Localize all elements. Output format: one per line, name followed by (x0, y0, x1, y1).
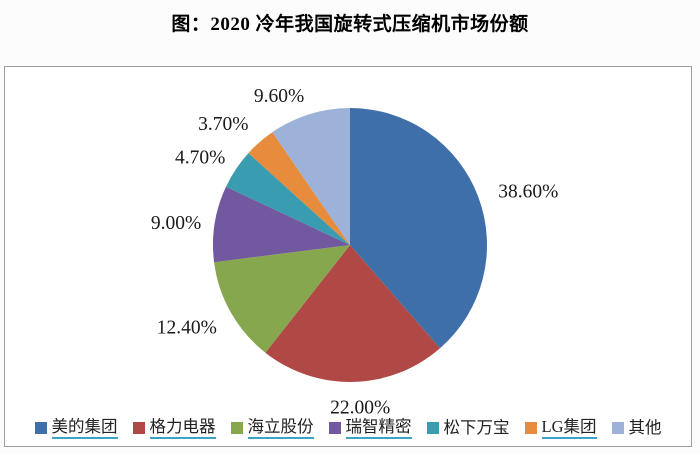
legend-label: 其他 (628, 418, 662, 438)
legend-swatch-icon (524, 422, 537, 435)
pie-slice-瑞智精密 (213, 186, 350, 263)
legend-swatch-icon (132, 422, 145, 435)
pie-slice-美的集团 (350, 108, 488, 349)
chart-area: 38.60% 22.00% 12.40% 9.00% 4.70% 3.70% 9.60% 美… (4, 66, 692, 447)
legend-item-松下万宝: 松下万宝 (426, 418, 510, 438)
pie-slice-LG集团 (248, 132, 350, 245)
pie-value-label-瑞智精密: 9.00% (151, 213, 201, 234)
pie-slice-格力电器 (265, 245, 440, 382)
figure-title: 图：2020 冷年我国旋转式压缩机市场份额 (171, 14, 529, 35)
legend-label: LG集团 (541, 417, 597, 439)
legend-label: 瑞智精密 (345, 417, 412, 439)
legend-swatch-icon (230, 422, 243, 435)
pie-value-label-松下万宝: 4.70% (175, 147, 225, 168)
legend: 美的集团 格力电器 海立股份 瑞智精密 松下万宝 LG集团 其他 (5, 417, 691, 439)
legend-swatch-icon (426, 422, 439, 435)
legend-item-美的集团: 美的集团 (34, 417, 118, 439)
pie-slice-其他 (272, 108, 350, 245)
legend-swatch-icon (611, 422, 624, 435)
legend-label: 海立股份 (247, 417, 314, 439)
legend-swatch-icon (34, 422, 47, 435)
legend-item-其他: 其他 (611, 418, 662, 438)
pie-chart: 38.60% 22.00% 12.40% 9.00% 4.70% 3.70% 9.60% (151, 86, 558, 415)
pie-value-label-其他: 9.60% (254, 86, 304, 107)
pie-value-label-LG集团: 3.70% (198, 114, 248, 135)
legend-swatch-icon (328, 422, 341, 435)
pie-slice-松下万宝 (226, 153, 350, 245)
legend-label: 美的集团 (51, 417, 118, 439)
legend-item-LG集团: LG集团 (524, 417, 597, 439)
pie-value-label-海立股份: 12.40% (157, 317, 217, 338)
legend-label: 格力电器 (149, 417, 216, 439)
pie-slice-海立股份 (214, 245, 350, 353)
pie-value-label-格力电器: 22.00% (330, 397, 390, 415)
legend-label: 松下万宝 (443, 418, 510, 438)
legend-item-格力电器: 格力电器 (132, 417, 216, 439)
legend-item-瑞智精密: 瑞智精密 (328, 417, 412, 439)
pie-value-label-美的集团: 38.60% (498, 182, 558, 203)
legend-item-海立股份: 海立股份 (230, 417, 314, 439)
